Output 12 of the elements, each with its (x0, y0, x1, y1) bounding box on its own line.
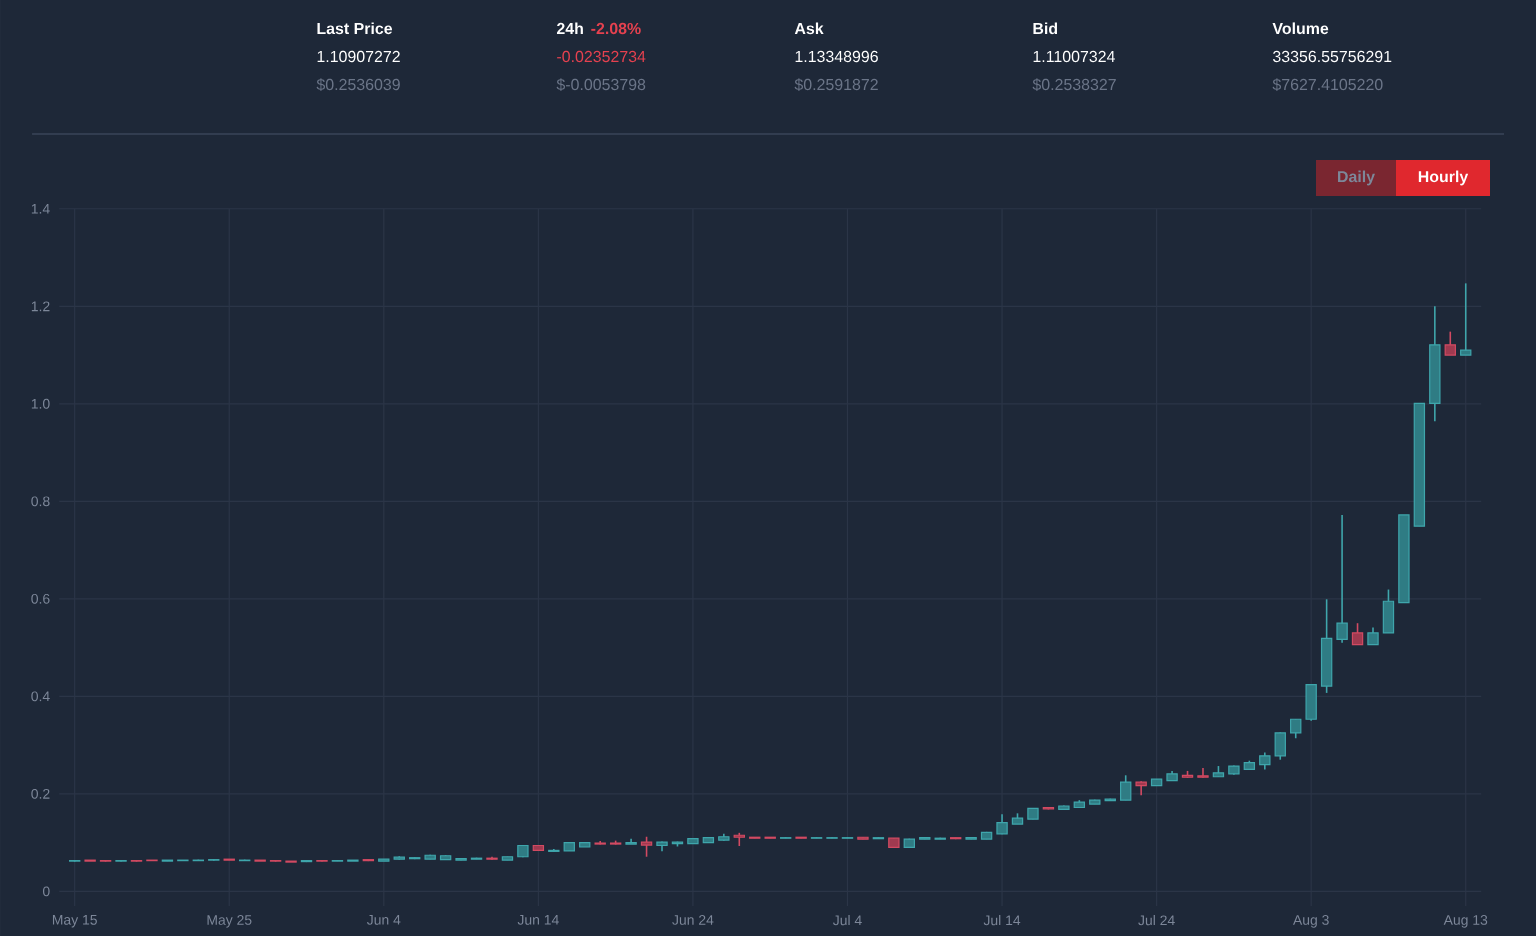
candlestick (640, 835, 653, 858)
candlestick (1320, 598, 1333, 694)
candlestick (1444, 330, 1456, 356)
candlestick (1460, 282, 1472, 356)
candlestick (1382, 588, 1395, 634)
candlestick (1336, 514, 1348, 644)
candlestick (733, 832, 745, 847)
candlestick (1120, 774, 1132, 801)
candlestick (1305, 683, 1317, 722)
candlestick (1290, 718, 1302, 740)
candlestick (1274, 731, 1286, 761)
candlestick (1351, 622, 1364, 646)
